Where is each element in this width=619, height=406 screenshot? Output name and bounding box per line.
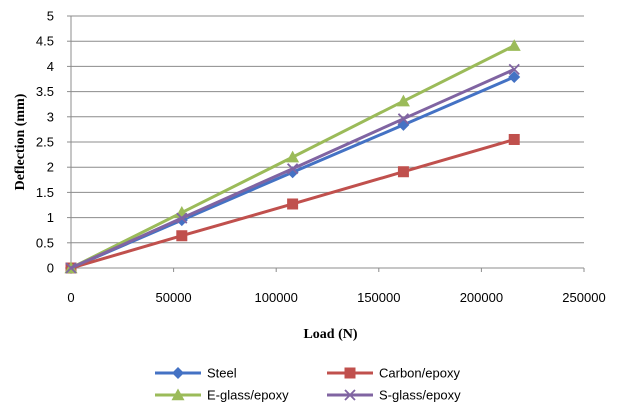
x-tick-label: 250000 <box>562 290 605 305</box>
y-tick-label: 1 <box>47 210 54 225</box>
data-point-carbon-epoxy <box>397 166 409 178</box>
x-tick-label: 50000 <box>156 290 192 305</box>
data-point-s-glass-epoxy <box>397 113 410 125</box>
y-tick-label: 2 <box>47 160 54 175</box>
series <box>64 39 521 274</box>
y-tick-label: 4.5 <box>36 34 54 49</box>
legend-marker <box>344 389 356 401</box>
data-point-e-glass-epoxy <box>396 94 410 107</box>
x-tick-label: 100000 <box>255 290 298 305</box>
x-tick-label: 0 <box>67 290 74 305</box>
legend-label: S-glass/epoxy <box>379 388 461 403</box>
y-tick-label: 0.5 <box>36 235 54 250</box>
tick-labels: 0 0.5 1 1.5 2 2.5 3 3.5 4 4.5 5 0 50000 100000 150000 2… <box>36 9 606 306</box>
x-axis-title: Load (N) <box>303 327 357 342</box>
x-tick-label: 200000 <box>460 290 503 305</box>
legend-marker <box>171 388 185 401</box>
legend-label: Carbon/epoxy <box>379 366 460 381</box>
y-tick-label: 2.5 <box>36 135 54 150</box>
y-tick-label: 4 <box>47 59 54 74</box>
series-s-glass-epoxy <box>65 63 520 274</box>
legend-item-steel: Steel <box>155 366 237 381</box>
data-point-s-glass-epoxy <box>176 212 188 224</box>
y-axis-title: Deflection (mm) <box>13 93 28 190</box>
y-tick-label: 3 <box>47 109 54 124</box>
x-tick-label: 150000 <box>357 290 400 305</box>
legend: Steel Carbon/epoxy E-glass/epoxy S-glass/ep… <box>155 366 461 403</box>
gridlines <box>71 15 584 244</box>
data-point-s-glass-epoxy <box>508 63 520 76</box>
data-point-carbon-epoxy <box>176 230 188 242</box>
y-tick-label: 5 <box>47 9 54 24</box>
legend-marker <box>344 367 356 379</box>
legend-label: Steel <box>207 366 237 381</box>
data-point-e-glass-epoxy <box>286 150 300 163</box>
legend-item-s-glass-epoxy: S-glass/epoxy <box>327 388 461 403</box>
legend-label: E-glass/epoxy <box>207 388 289 403</box>
data-point-carbon-epoxy <box>287 198 299 210</box>
legend-item-carbon-epoxy: Carbon/epoxy <box>327 366 460 381</box>
data-point-carbon-epoxy <box>508 133 520 145</box>
data-point-s-glass-epoxy <box>65 262 77 274</box>
data-point-steel <box>508 70 521 83</box>
y-tick-label: 1.5 <box>36 185 54 200</box>
legend-marker <box>172 367 184 379</box>
data-point-s-glass-epoxy <box>286 163 299 175</box>
y-tick-label: 3.5 <box>36 84 54 99</box>
y-tick-label: 0 <box>47 261 54 276</box>
series-steel <box>65 70 521 274</box>
legend-item-e-glass-epoxy: E-glass/epoxy <box>155 388 289 403</box>
data-point-e-glass-epoxy <box>507 39 521 51</box>
